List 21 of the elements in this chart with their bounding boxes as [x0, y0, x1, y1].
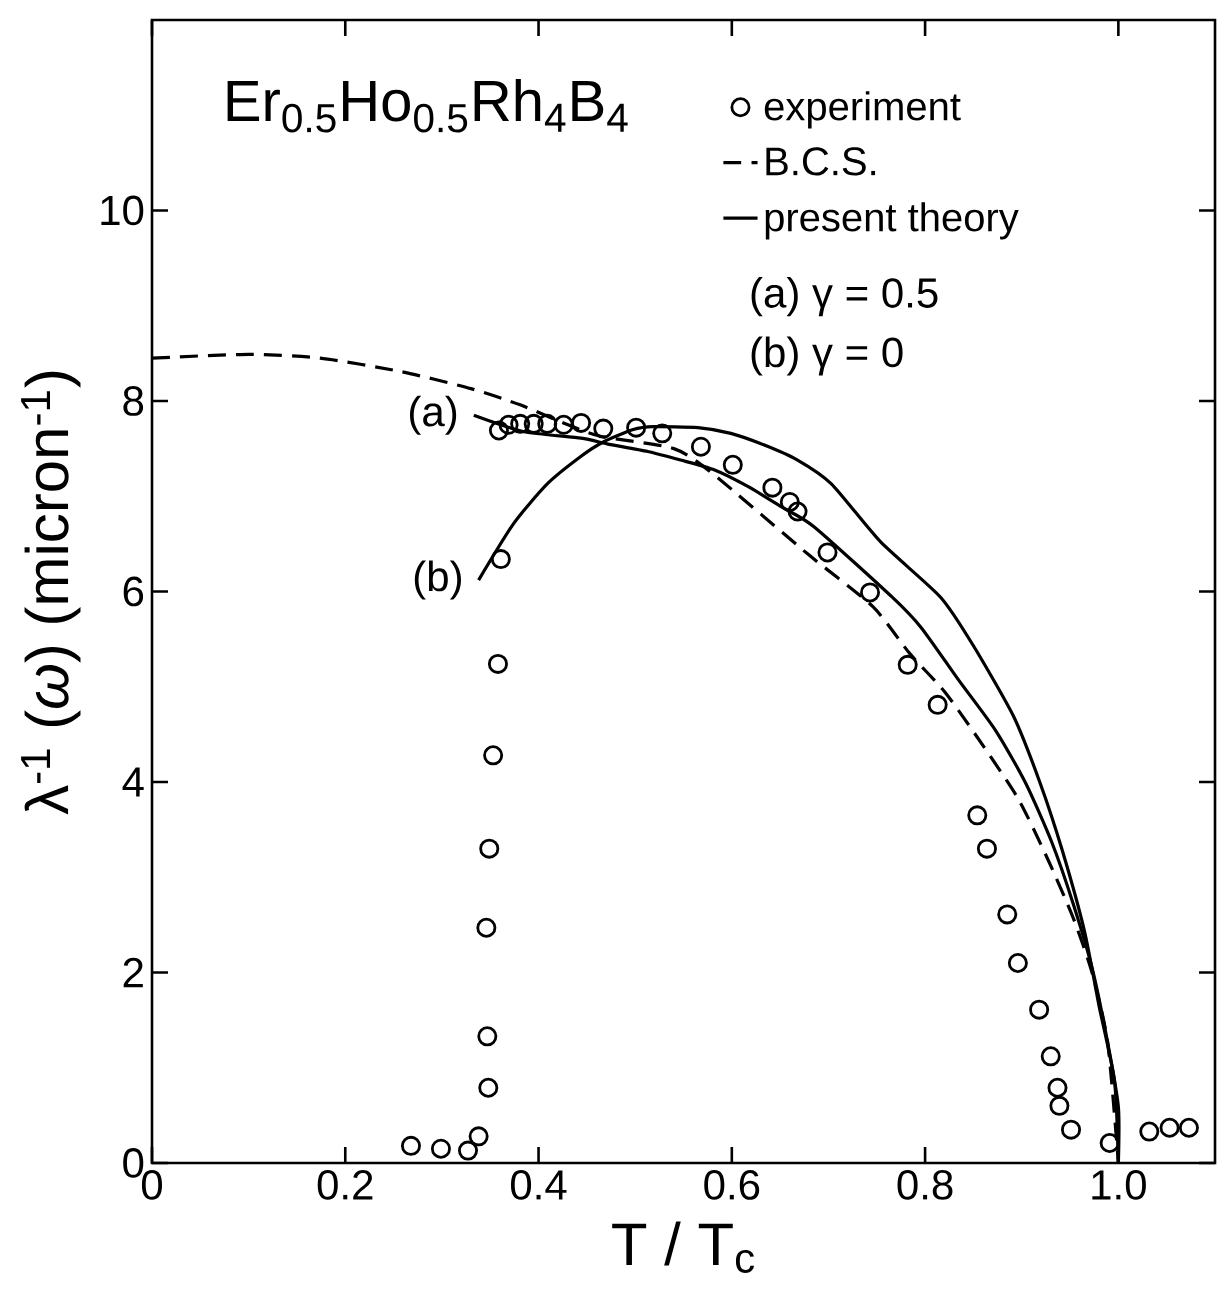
x-tick-label: 0.4: [510, 1170, 567, 1200]
y-tick-label: 0: [123, 1148, 144, 1178]
y-tick-label: 4: [122, 767, 144, 797]
annotation: (b) γ = 0: [751, 336, 903, 376]
text: Er$_{0.5}$Ho$_{0.5}$Rh$_{4}$B$_{4}$: [227, 78, 628, 133]
y-tick-label: 10: [101, 195, 144, 226]
legend-label: B.C.S.: [766, 147, 876, 176]
legend-label: present theory: [765, 202, 1019, 240]
x-tick-label: 0.8: [897, 1170, 953, 1200]
annotation: (a) γ = 0.5: [751, 277, 938, 317]
x-tick-label: 0.2: [317, 1170, 373, 1200]
y-axis-title: λ$^{-1}$ (ω) (micron$^{-1}$): [21, 371, 81, 815]
x-tick-label: 1.0: [1092, 1170, 1146, 1200]
annotation: (b): [414, 560, 461, 600]
y-tick-label: 2: [123, 957, 143, 988]
y-tick-label: 6: [123, 576, 144, 607]
x-tick-label: 0.6: [704, 1170, 760, 1200]
annotation: (a): [410, 395, 457, 435]
legend-label: experiment: [764, 91, 961, 129]
x-axis-title: T / T$_{c}$: [612, 1221, 755, 1273]
y-tick-label: 8: [123, 386, 144, 416]
